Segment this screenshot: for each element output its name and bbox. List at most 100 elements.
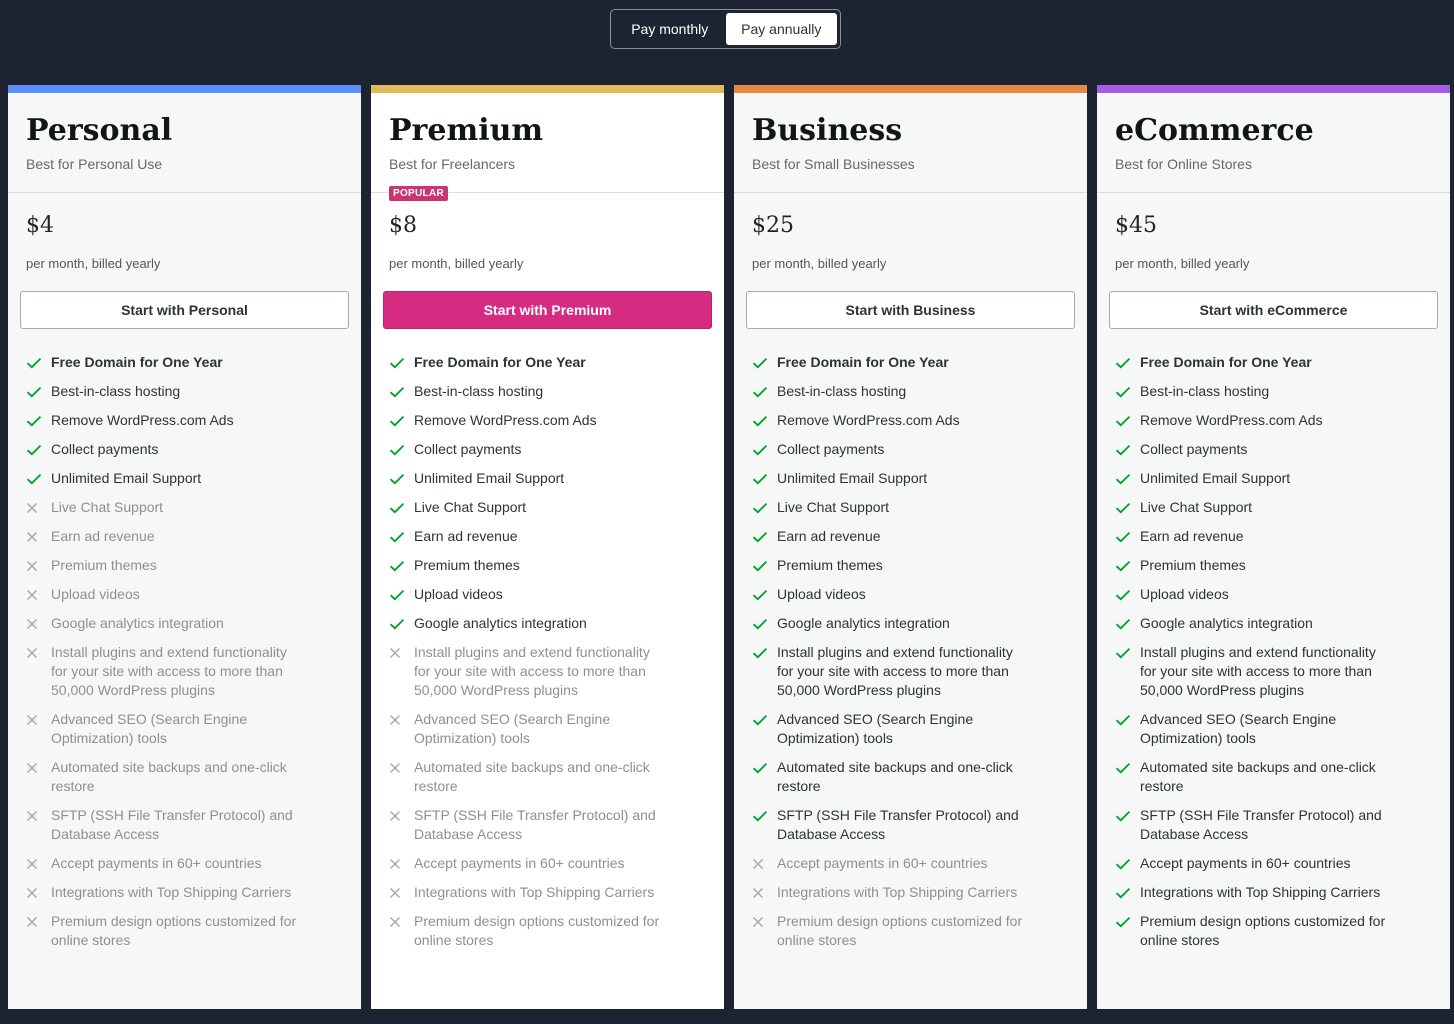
checkmark-icon: [1115, 883, 1140, 902]
checkmark-icon: [389, 527, 414, 546]
feature-label: Upload videos: [414, 586, 503, 602]
price-block: $4 per month, billed yearly: [8, 193, 361, 271]
plan-card-ecommerce: eCommerce Best for Online Stores $45 per…: [1097, 85, 1450, 1009]
feature-list: Free Domain for One Year Best-in-class ho…: [734, 353, 1087, 950]
feature-item: Accept payments in 60+ countries: [752, 854, 1069, 873]
feature-label: Google analytics integration: [51, 615, 224, 631]
start-business-button[interactable]: Start with Business: [746, 291, 1075, 329]
feature-label: Advanced SEO (Search Engine Optimization…: [414, 711, 611, 746]
feature-label: Accept payments in 60+ countries: [777, 855, 988, 871]
feature-item: Premium design options customized for on…: [26, 912, 343, 950]
feature-item: Live Chat Support: [1115, 498, 1432, 517]
plan-name: eCommerce: [1115, 113, 1314, 148]
feature-label: Premium themes: [1140, 557, 1246, 573]
checkmark-icon: [1115, 643, 1140, 662]
cross-icon: [752, 854, 777, 873]
checkmark-icon: [752, 758, 777, 777]
feature-label: Live Chat Support: [414, 499, 527, 515]
feature-item: Best-in-class hosting: [1115, 382, 1432, 401]
feature-label: Install plugins and extend functionality…: [1140, 644, 1376, 698]
cross-icon: [26, 912, 51, 931]
start-premium-button[interactable]: Start with Premium: [383, 291, 712, 329]
feature-label: Earn ad revenue: [1140, 528, 1244, 544]
pay-annually-option[interactable]: Pay annually: [725, 13, 837, 45]
feature-item: Earn ad revenue: [26, 527, 343, 546]
cross-icon: [389, 643, 414, 662]
plan-tagline: Best for Freelancers: [389, 156, 516, 172]
plan-tagline: Best for Online Stores: [1115, 156, 1252, 172]
feature-item: Advanced SEO (Search Engine Optimization…: [389, 710, 706, 748]
feature-label: Integrations with Top Shipping Carriers: [1140, 884, 1381, 900]
cross-icon: [389, 806, 414, 825]
checkmark-icon: [1115, 527, 1140, 546]
feature-label: SFTP (SSH File Transfer Protocol) and Da…: [414, 807, 656, 842]
plan-card-personal: Personal Best for Personal Use $4 per mo…: [8, 85, 361, 1009]
feature-item: Automated site backups and one-click res…: [1115, 758, 1432, 796]
feature-item: Premium design options customized for on…: [1115, 912, 1432, 950]
feature-label: Earn ad revenue: [414, 528, 518, 544]
checkmark-icon: [1115, 710, 1140, 729]
feature-item: Live Chat Support: [752, 498, 1069, 517]
feature-item: Upload videos: [389, 585, 706, 604]
feature-item: Collect payments: [752, 440, 1069, 459]
plan-tagline: Best for Personal Use: [26, 156, 163, 172]
feature-label: Automated site backups and one-click res…: [414, 759, 650, 794]
feature-item: Best-in-class hosting: [389, 382, 706, 401]
cross-icon: [26, 643, 51, 662]
plan-name: Personal: [26, 113, 173, 148]
checkmark-icon: [1115, 411, 1140, 430]
cross-icon: [26, 883, 51, 902]
feature-label: Best-in-class hosting: [777, 383, 907, 399]
feature-label: SFTP (SSH File Transfer Protocol) and Da…: [777, 807, 1019, 842]
feature-label: Google analytics integration: [414, 615, 587, 631]
feature-item: Premium themes: [752, 556, 1069, 575]
checkmark-icon: [752, 585, 777, 604]
feature-item: Free Domain for One Year: [389, 353, 706, 372]
plan-tagline: Best for Small Businesses: [752, 156, 915, 172]
billing-note: per month, billed yearly: [26, 256, 161, 271]
cross-icon: [26, 614, 51, 633]
billing-toggle: Pay monthly Pay annually: [610, 9, 841, 49]
feature-label: Premium themes: [414, 557, 520, 573]
feature-label: Integrations with Top Shipping Carriers: [414, 884, 655, 900]
cross-icon: [26, 854, 51, 873]
feature-label: Upload videos: [51, 586, 140, 602]
feature-label: Remove WordPress.com Ads: [414, 412, 597, 428]
billing-note: per month, billed yearly: [1115, 256, 1250, 271]
checkmark-icon: [1115, 556, 1140, 575]
price-block: $8 per month, billed yearly: [371, 193, 724, 271]
feature-label: Premium design options customized for on…: [777, 913, 1023, 948]
feature-item: Install plugins and extend functionality…: [752, 643, 1069, 700]
checkmark-icon: [752, 556, 777, 575]
price-block: $45 per month, billed yearly: [1097, 193, 1450, 271]
feature-list: Free Domain for One Year Best-in-class ho…: [8, 353, 361, 950]
plan-header: Premium Best for Freelancers POPULAR: [371, 93, 724, 201]
feature-label: Automated site backups and one-click res…: [1140, 759, 1376, 794]
feature-item: Remove WordPress.com Ads: [26, 411, 343, 430]
feature-item: Upload videos: [26, 585, 343, 604]
feature-item: Collect payments: [1115, 440, 1432, 459]
feature-item: Unlimited Email Support: [752, 469, 1069, 488]
checkmark-icon: [389, 353, 414, 372]
checkmark-icon: [752, 527, 777, 546]
start-personal-button[interactable]: Start with Personal: [20, 291, 349, 329]
feature-label: Live Chat Support: [777, 499, 890, 515]
feature-item: Accept payments in 60+ countries: [389, 854, 706, 873]
billing-note: per month, billed yearly: [389, 256, 524, 271]
plan-price: $45: [1115, 213, 1157, 238]
feature-label: Upload videos: [1140, 586, 1229, 602]
feature-item: Upload videos: [752, 585, 1069, 604]
feature-item: Accept payments in 60+ countries: [26, 854, 343, 873]
feature-item: Google analytics integration: [752, 614, 1069, 633]
feature-item: Earn ad revenue: [1115, 527, 1432, 546]
cross-icon: [752, 883, 777, 902]
checkmark-icon: [1115, 912, 1140, 931]
start-ecommerce-button[interactable]: Start with eCommerce: [1109, 291, 1438, 329]
feature-label: Free Domain for One Year: [777, 354, 949, 370]
feature-label: Premium themes: [777, 557, 883, 573]
checkmark-icon: [389, 614, 414, 633]
pay-monthly-option[interactable]: Pay monthly: [631, 21, 709, 37]
plan-card-premium: Premium Best for Freelancers POPULAR $8 …: [371, 85, 724, 1009]
feature-label: Premium design options customized for on…: [1140, 913, 1386, 948]
feature-label: Collect payments: [414, 441, 522, 457]
